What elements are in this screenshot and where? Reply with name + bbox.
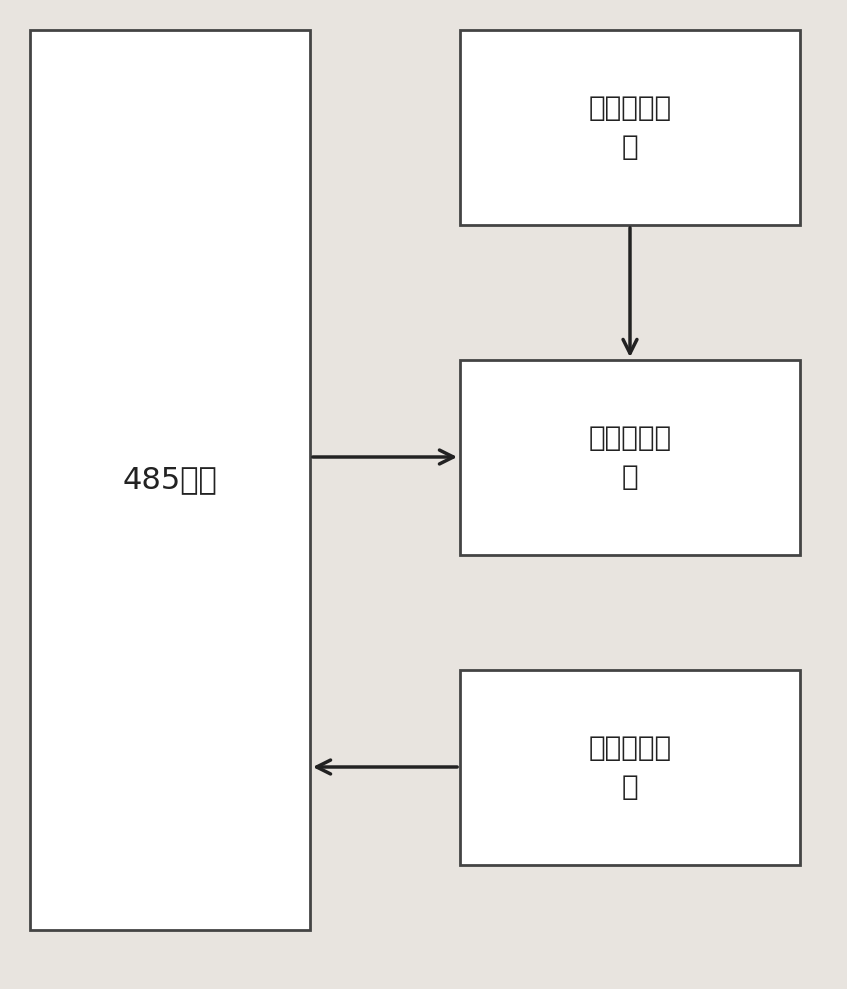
Text: 红外接收电
路: 红外接收电 路: [589, 734, 672, 801]
Bar: [460, 360, 800, 555]
Text: 红外调试电
路: 红外调试电 路: [589, 94, 672, 161]
Bar: [460, 670, 800, 865]
Text: 485电路: 485电路: [123, 466, 218, 494]
Bar: [460, 30, 800, 225]
Text: 红外发射电
路: 红外发射电 路: [589, 424, 672, 491]
Bar: [30, 30, 310, 930]
